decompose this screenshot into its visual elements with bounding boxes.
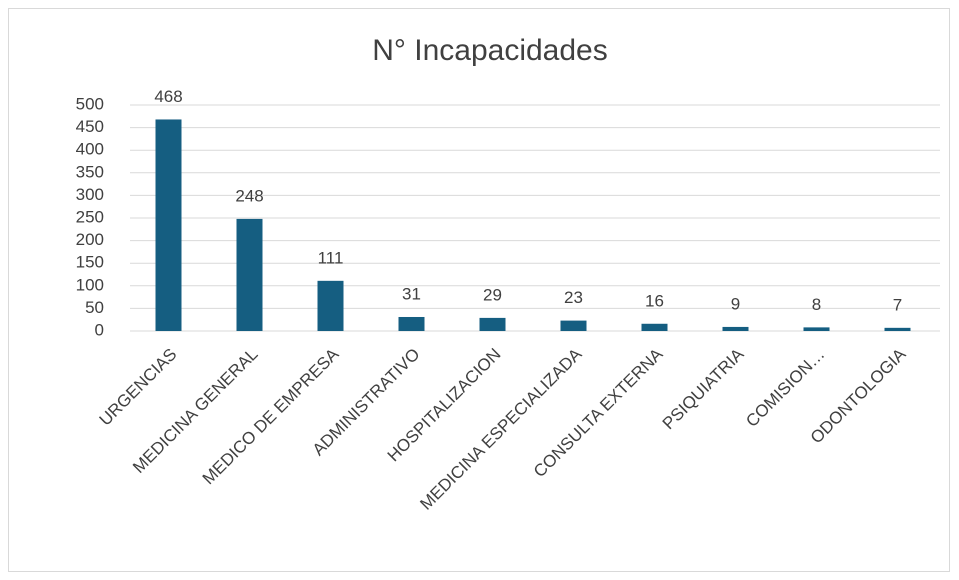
y-tick-label: 100 bbox=[76, 275, 104, 294]
y-tick-label: 400 bbox=[76, 140, 104, 159]
chart-frame bbox=[8, 8, 950, 572]
data-label: 468 bbox=[154, 87, 182, 106]
y-tick-label: 250 bbox=[76, 207, 104, 226]
data-label: 31 bbox=[402, 284, 421, 303]
bar bbox=[803, 327, 830, 331]
bar bbox=[317, 280, 344, 331]
data-label: 29 bbox=[483, 285, 502, 304]
y-tick-label: 150 bbox=[76, 253, 104, 272]
data-label: 111 bbox=[318, 248, 344, 267]
bar bbox=[641, 323, 668, 331]
bar bbox=[155, 119, 182, 332]
data-label: 9 bbox=[731, 294, 740, 313]
bar bbox=[236, 218, 263, 331]
y-tick-label: 350 bbox=[76, 162, 104, 181]
y-tick-label: 50 bbox=[85, 298, 104, 317]
bar bbox=[479, 317, 506, 331]
bar bbox=[560, 320, 587, 331]
bar bbox=[398, 316, 425, 331]
data-label: 23 bbox=[564, 288, 583, 307]
data-label: 248 bbox=[235, 186, 263, 205]
data-label: 8 bbox=[812, 295, 821, 314]
y-tick-label: 300 bbox=[76, 185, 104, 204]
y-tick-label: 0 bbox=[95, 320, 104, 339]
chart-title: N° Incapacidades bbox=[372, 34, 607, 67]
y-tick-label: 200 bbox=[76, 230, 104, 249]
bar bbox=[884, 327, 911, 331]
y-tick-label: 500 bbox=[76, 94, 104, 113]
data-label: 7 bbox=[893, 295, 902, 314]
data-label: 16 bbox=[645, 291, 664, 310]
bar bbox=[722, 326, 749, 331]
y-tick-label: 450 bbox=[76, 117, 104, 136]
